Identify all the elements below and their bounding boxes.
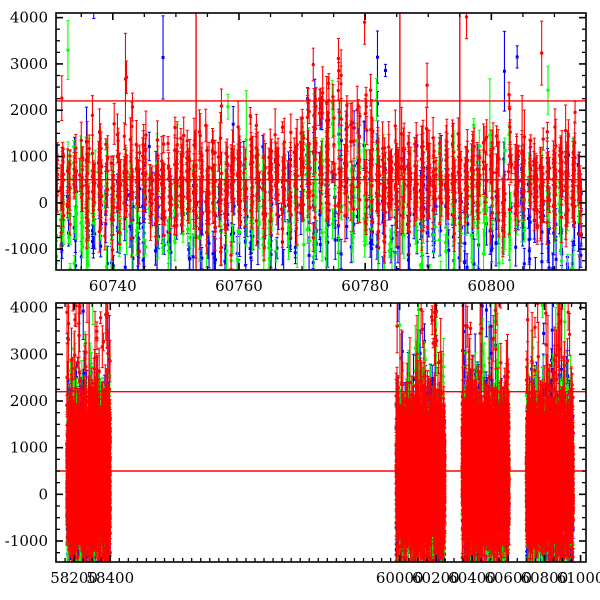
data-layer [54,0,583,292]
y-tick-label: 2000 [10,392,48,410]
series-red-band [65,292,575,600]
x-tick-label: 60740 [89,277,137,292]
y-tick-label: 0 [38,194,48,212]
data-layer [65,292,575,600]
bottom-panel-full-lightcurve: -1000 0 1000 2000 3000 4000 58200 58400 60000 602… [0,292,600,600]
y-tick-label: 0 [38,485,48,503]
x-tick-label: 61000 [557,569,600,587]
y-tick-label: -1000 [5,532,48,550]
x-tick-label: 58400 [86,569,134,587]
y-tick-label: 4000 [10,9,48,27]
top-panel-zoomed-lightcurve: -1000 0 1000 2000 3000 4000 60740 60760 60780 608… [0,0,600,292]
panel-top-plot: -1000 0 1000 2000 3000 4000 60740 60760 60780 608… [0,0,600,292]
y-tick-label: 3000 [10,345,48,363]
x-tick-label: 60780 [341,277,389,292]
x-tick-label: 60800 [467,277,515,292]
y-tick-label: 1000 [10,439,48,457]
x-tick-label: 60760 [215,277,263,292]
y-tick-label: 3000 [10,55,48,73]
y-tick-label: -1000 [5,240,48,258]
y-tick-label: 2000 [10,101,48,119]
y-tick-label: 4000 [10,299,48,317]
y-tick-label: 1000 [10,148,48,166]
